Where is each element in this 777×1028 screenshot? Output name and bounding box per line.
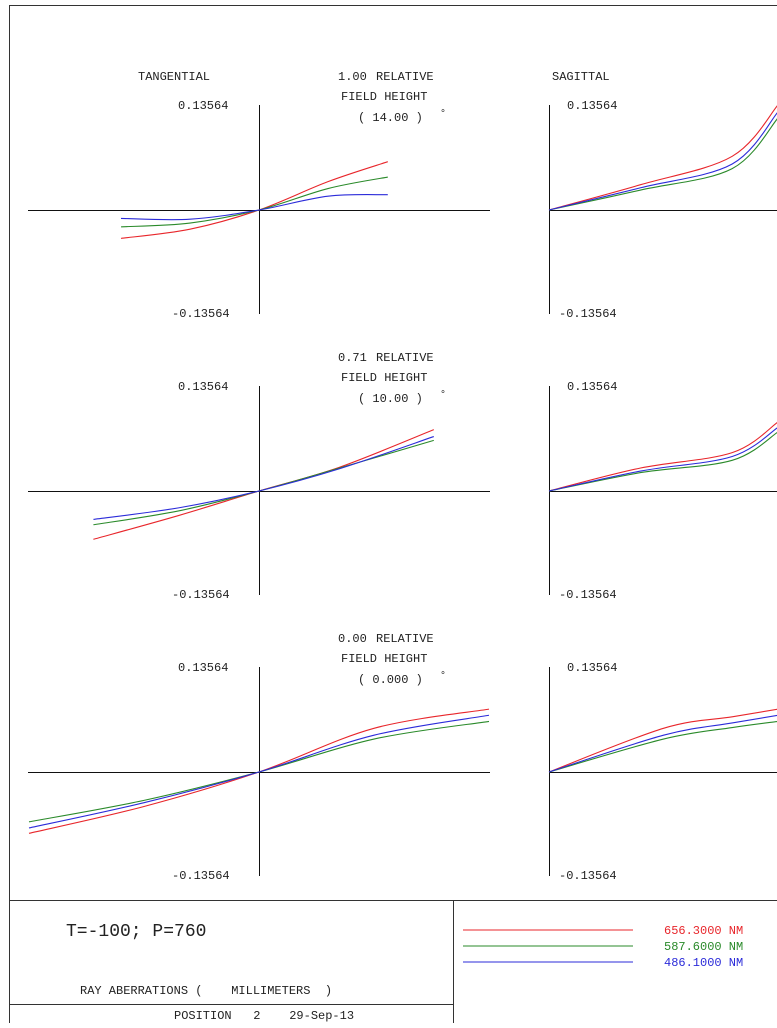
series-line-486.1000 <box>121 195 388 220</box>
degree-symbol: ° <box>440 108 446 120</box>
series-line-587.6000 <box>93 440 433 524</box>
tangential-header: TANGENTIAL <box>138 70 210 84</box>
y-min-tick-label: -0.13564 <box>559 869 617 883</box>
y-max-tick-label: 0.13564 <box>178 661 228 675</box>
series-line-656.3000 <box>93 430 433 540</box>
series-line-486.1000 <box>93 437 433 520</box>
field-rel-value: 0.00 <box>338 632 367 646</box>
y-min-tick-label: -0.13564 <box>172 588 230 602</box>
field-height-text: FIELD HEIGHT <box>341 652 427 666</box>
y-min-tick-label: -0.13564 <box>172 869 230 883</box>
panels-group: 0.13564 -0.13564 0.13564 -0.13564 0.13564 -0.… <box>28 99 777 883</box>
field-rel-value: 0.71 <box>338 351 367 365</box>
legend-label: 486.1000 NM <box>664 956 743 970</box>
field-relative-word: RELATIVE <box>376 351 434 365</box>
y-max-tick-label: 0.13564 <box>567 99 617 113</box>
y-min-tick-label: -0.13564 <box>559 588 617 602</box>
y-min-tick-label: -0.13564 <box>559 307 617 321</box>
degree-symbol: ° <box>440 670 446 682</box>
sagittal-header: SAGITTAL <box>552 70 610 84</box>
degree-symbol: ° <box>440 389 446 401</box>
field-relative-word: RELATIVE <box>376 632 434 646</box>
series-line-656.3000 <box>549 105 777 210</box>
panel-sagittal-1.00: 0.13564 -0.13564 <box>549 99 777 321</box>
series-line-587.6000 <box>549 118 777 210</box>
field-height-text: FIELD HEIGHT <box>341 371 427 385</box>
panel-sagittal-0.00: 0.13564 -0.13564 <box>549 661 777 883</box>
legend-label: 656.3000 NM <box>664 924 743 938</box>
legend-label: 587.6000 NM <box>664 940 743 954</box>
field-angle: ( 0.000 ) <box>358 673 423 687</box>
footer-units: RAY ABERRATIONS ( MILLIMETERS ) <box>80 984 332 998</box>
field-angle: ( 10.00 ) <box>358 392 423 406</box>
outer-border <box>10 6 777 1024</box>
panel-tangential-0.71: 0.13564 -0.13564 <box>28 380 490 602</box>
field-height-text: FIELD HEIGHT <box>341 90 427 104</box>
field-rel-value: 1.00 <box>338 70 367 84</box>
series-line-656.3000 <box>549 709 777 772</box>
y-max-tick-label: 0.13564 <box>178 99 228 113</box>
footer-position: POSITION 2 29-Sep-13 <box>174 1009 354 1023</box>
y-max-tick-label: 0.13564 <box>178 380 228 394</box>
series-line-656.3000 <box>121 162 388 239</box>
y-min-tick-label: -0.13564 <box>172 307 230 321</box>
footer-title: T=-100; P=760 <box>66 922 206 942</box>
field-angle: ( 14.00 ) <box>358 111 423 125</box>
panel-sagittal-0.71: 0.13564 -0.13564 <box>549 380 777 602</box>
panel-tangential-1.00: 0.13564 -0.13564 <box>28 99 490 321</box>
field-relative-word: RELATIVE <box>376 70 434 84</box>
field-label-2: 0.71 RELATIVE FIELD HEIGHT ( 10.00 ) ° <box>338 351 446 406</box>
field-label-3: 0.00 RELATIVE FIELD HEIGHT ( 0.000 ) ° <box>338 632 446 687</box>
panel-tangential-0.00: 0.13564 -0.13564 <box>28 661 490 883</box>
field-label-1: 1.00 RELATIVE FIELD HEIGHT ( 14.00 ) ° <box>338 70 446 125</box>
y-max-tick-label: 0.13564 <box>567 661 617 675</box>
legend: 656.3000 NM 587.6000 NM 486.1000 NM <box>463 924 743 970</box>
y-max-tick-label: 0.13564 <box>567 380 617 394</box>
series-line-486.1000 <box>549 715 777 772</box>
